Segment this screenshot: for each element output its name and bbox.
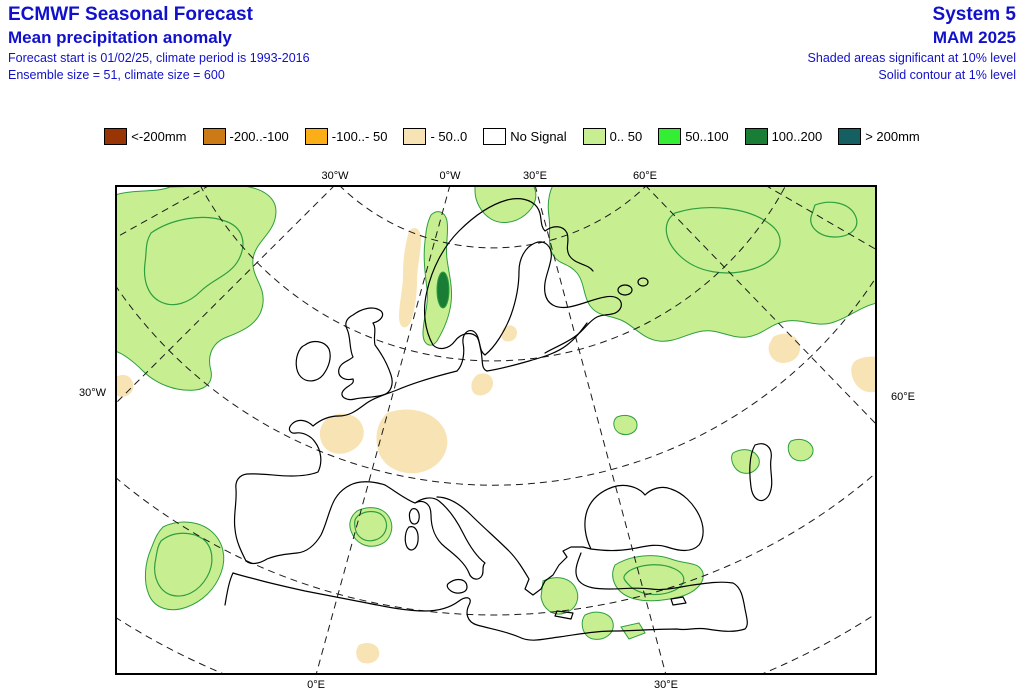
legend-swatch	[104, 128, 128, 145]
positive-anomaly-core	[436, 271, 450, 309]
legend: <-200mm -200..-100 -100..- 50 - 50..0 No Sig…	[0, 128, 1024, 145]
legend-item: <-200mm	[104, 128, 187, 145]
legend-swatch	[582, 128, 606, 145]
legend-item: - 50..0	[403, 128, 467, 145]
header-left: ECMWF Seasonal Forecast Mean precipitati…	[8, 3, 310, 85]
page-subtitle: Mean precipitation anomaly	[8, 27, 232, 47]
lon-label-right-60e: 60°E	[891, 391, 915, 403]
lon-label-top-60e: 60°E	[633, 170, 657, 182]
legend-label: 0.. 50	[609, 129, 643, 144]
significance-note: Shaded areas significant at 10% level	[807, 50, 1016, 65]
legend-label: -100..- 50	[331, 129, 388, 144]
significance-contours	[143, 201, 858, 597]
legend-item: No Signal	[483, 128, 567, 145]
legend-label: No Signal	[510, 129, 567, 144]
system-label: System 5	[932, 4, 1016, 25]
lon-label-top-30e: 30°E	[523, 170, 547, 182]
coastlines	[224, 198, 773, 641]
legend-swatch	[838, 128, 862, 145]
legend-label: <-200mm	[131, 129, 187, 144]
map-frame	[115, 185, 877, 675]
map-canvas	[115, 185, 877, 675]
legend-label: 50..100	[685, 129, 729, 144]
legend-swatch	[658, 128, 682, 145]
header-right: System 5 MAM 2025 Shaded areas significa…	[808, 3, 1016, 85]
contour-note: Solid contour at 1% level	[878, 68, 1016, 83]
forecast-start-note: Forecast start is 01/02/25, climate peri…	[8, 50, 310, 65]
precipitation-anomaly-map: 30°W 0°W 30°E 60°E 30°W 60°E 0°E 30°E	[79, 170, 915, 691]
legend-label: > 200mm	[865, 129, 920, 144]
legend-item: 0.. 50	[582, 128, 643, 145]
legend-swatch	[483, 128, 507, 145]
lon-label-top-0: 0°W	[439, 170, 461, 182]
legend-item: 50..100	[658, 128, 729, 145]
legend-swatch	[744, 128, 768, 145]
legend-item: -200..-100	[202, 128, 289, 145]
lon-label-bottom-0e: 0°E	[307, 679, 325, 691]
ensemble-size-note: Ensemble size = 51, climate size = 600	[8, 68, 225, 83]
legend-label: -200..-100	[229, 129, 289, 144]
legend-swatch	[403, 128, 427, 145]
lon-label-top-30w: 30°W	[321, 170, 349, 182]
page-title: ECMWF Seasonal Forecast	[8, 4, 253, 25]
lon-label-left-30w: 30°W	[79, 387, 107, 399]
season-label: MAM 2025	[932, 27, 1016, 47]
legend-label: 100..200	[771, 129, 823, 144]
legend-swatch	[202, 128, 226, 145]
legend-swatch	[304, 128, 328, 145]
legend-item: 100..200	[744, 128, 823, 145]
legend-label: - 50..0	[430, 129, 468, 144]
legend-item: -100..- 50	[304, 128, 388, 145]
lon-label-bottom-30e: 30°E	[654, 679, 678, 691]
graticule	[115, 185, 877, 675]
legend-item: > 200mm	[838, 128, 920, 145]
